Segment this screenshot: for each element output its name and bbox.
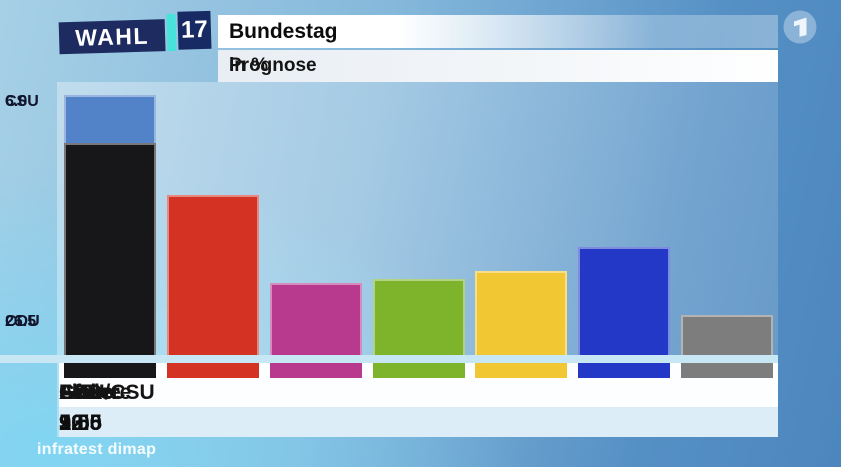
chart-subtitle: Prognose	[229, 55, 317, 76]
bar-grune	[372, 279, 465, 355]
bar-stub-cdu-csu	[64, 363, 157, 378]
annotation-csu-value: 6.0	[5, 93, 28, 110]
source-credit: infratest dimap	[37, 441, 157, 458]
category-label-andere: Andere	[59, 381, 132, 404]
bar-segment-cdu	[64, 143, 157, 355]
category-labels-row: CDU/CSU SPD Linke Grüne FDP AfD Andere	[59, 380, 778, 405]
value-band	[59, 407, 778, 437]
bar-stub-afd	[577, 363, 670, 378]
annotation-cdu-value: 26.5	[5, 313, 37, 330]
category-label-linke: Linke	[59, 381, 114, 404]
subtitle-bar: Prognose in %	[218, 50, 778, 82]
bar-stub-grune	[372, 363, 465, 378]
bar-fdp	[475, 271, 568, 355]
category-label-fdp: FDP	[59, 381, 101, 404]
category-label-cdu-csu: CDU/CSU	[59, 381, 155, 404]
category-label-afd: AfD	[59, 381, 97, 404]
bar-stub-spd	[167, 363, 260, 378]
value-label-spd: 20.0	[59, 410, 102, 435]
category-label-grune: Grüne	[59, 381, 121, 404]
bar-stub-linke	[269, 363, 362, 378]
annotation-cdu-label: CDU	[5, 313, 40, 330]
bar-spd	[167, 195, 260, 355]
page-title: Bundestag	[229, 19, 338, 43]
ard-one-icon	[783, 10, 817, 44]
title-bar: Bundestag	[218, 15, 778, 48]
wahl-logo-year: 17	[177, 10, 212, 50]
value-label-grune: 9.5	[59, 410, 90, 435]
bar-segment-csu	[64, 95, 157, 143]
wahl-logo-word: WAHL	[58, 19, 166, 55]
baseline-stripe	[0, 355, 778, 363]
value-label-cdu-csu: 32.5	[59, 410, 102, 435]
annotation-csu-label: CSU	[5, 93, 39, 110]
category-label-spd: SPD	[59, 381, 103, 404]
value-label-afd: 13.5	[59, 410, 102, 435]
bar-afd	[577, 247, 670, 355]
bar-stub-andere	[680, 363, 773, 378]
bar-linke	[269, 283, 362, 355]
value-label-linke: 9.0	[59, 410, 90, 435]
wahl-logo: WAHL 17	[58, 10, 215, 57]
wahl-logo-divider	[166, 13, 177, 52]
value-labels-row: 32.5 20.0 9.0 9.5 10.5 13.5 5.0	[59, 409, 778, 436]
value-label-andere: 5.0	[59, 410, 90, 435]
bar-stub-fdp	[475, 363, 568, 378]
bar-andere	[680, 315, 773, 355]
unit-label: in %	[229, 55, 269, 76]
value-label-fdp: 10.5	[59, 410, 102, 435]
